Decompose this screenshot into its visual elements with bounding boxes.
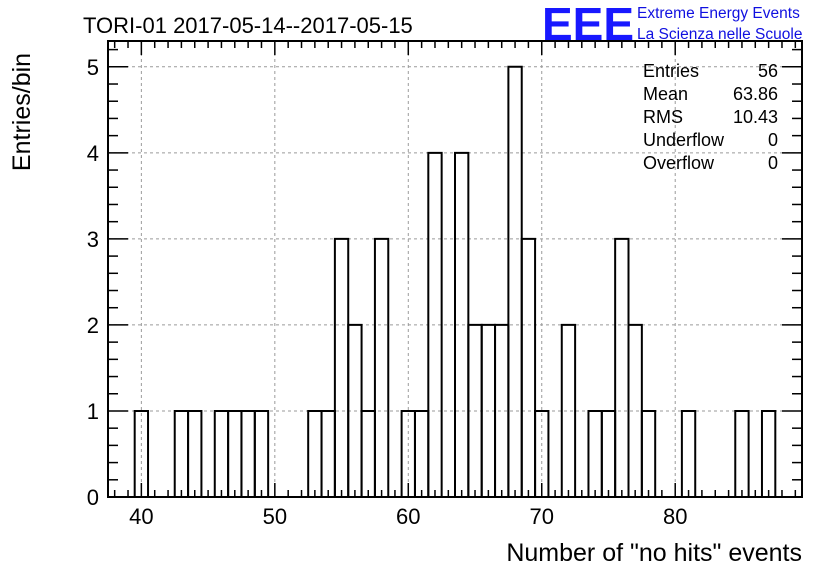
eee-logo: EEE Extreme Energy Events La Scienza nel… — [542, 0, 802, 50]
y-tick-label: 1 — [87, 399, 99, 424]
stat-label: Underflow — [643, 130, 725, 150]
x-tick-label: 50 — [263, 504, 287, 529]
x-tick-label: 80 — [663, 504, 687, 529]
histogram-bar — [614, 237, 630, 497]
y-tick-label: 2 — [87, 313, 99, 338]
histogram-bar — [587, 409, 603, 497]
histogram-bar — [534, 409, 550, 497]
histogram-bar — [360, 409, 376, 497]
stat-value: 0 — [768, 130, 778, 150]
histogram-bar — [427, 151, 443, 497]
histogram-bar — [307, 409, 323, 497]
histogram-bar — [333, 237, 350, 497]
histogram-bar — [520, 237, 537, 497]
stat-value: 56 — [758, 61, 778, 81]
stat-value: 63.86 — [733, 84, 778, 104]
stat-label: Overflow — [643, 153, 715, 173]
stat-label: Mean — [643, 84, 688, 104]
histogram-bar — [240, 409, 256, 497]
chart-title: TORI-01 2017-05-14--2017-05-15 — [83, 13, 413, 38]
histogram-bar — [600, 409, 617, 497]
stat-value: 10.43 — [733, 107, 778, 127]
histogram-bar — [680, 409, 697, 497]
histogram-bars — [133, 65, 777, 497]
y-tick-label: 4 — [87, 141, 99, 166]
y-tick-label: 0 — [87, 485, 99, 510]
histogram-bar — [413, 409, 430, 497]
x-tick-label: 70 — [530, 504, 554, 529]
stats-box: Entries 56 Mean 63.86 RMS 10.43 Underflow 0 Over… — [643, 61, 778, 173]
stat-label: RMS — [643, 107, 683, 127]
histogram-bar — [133, 409, 150, 497]
histogram-bar — [187, 409, 203, 497]
x-tick-label: 40 — [129, 504, 153, 529]
stat-label: Entries — [643, 61, 699, 81]
plot-frame — [107, 40, 803, 498]
histogram-bar — [560, 323, 577, 497]
tick-labels: 40 50 60 70 80 0 1 2 3 4 5 — [87, 55, 688, 529]
x-tick-label: 60 — [396, 504, 420, 529]
y-tick-label: 5 — [87, 55, 99, 80]
y-axis-label: Entries/bin — [8, 53, 36, 171]
histogram-bar — [760, 409, 777, 497]
stat-value: 0 — [768, 153, 778, 173]
histogram-bar — [253, 409, 270, 497]
histogram-bar — [373, 237, 390, 497]
x-axis-label: Number of "no hits" events — [506, 539, 802, 567]
histogram-bar — [507, 65, 523, 497]
logo-line-2: La Scienza nelle Scuole — [637, 26, 802, 43]
axis-ticks — [108, 41, 802, 498]
histogram-bar — [173, 409, 190, 497]
histogram-bar — [640, 409, 657, 497]
histogram-bar — [734, 409, 750, 497]
y-tick-label: 3 — [87, 227, 99, 252]
histogram-bar — [320, 409, 336, 497]
histogram-bar — [227, 409, 243, 497]
histogram-bar — [213, 409, 230, 497]
logo-line-1: Extreme Energy Events — [637, 5, 800, 22]
